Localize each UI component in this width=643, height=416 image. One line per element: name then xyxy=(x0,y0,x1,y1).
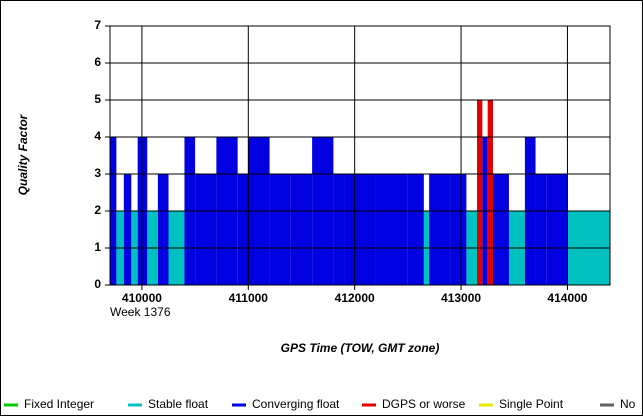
x-tick-label: 414000 xyxy=(547,291,587,305)
quality-bar xyxy=(344,174,376,285)
quality-bar xyxy=(195,174,217,285)
legend-label: Fixed Integer xyxy=(24,397,94,411)
quality-bar xyxy=(546,174,568,285)
legend-label: DGPS or worse xyxy=(382,397,466,411)
legend-label: Stable float xyxy=(148,397,209,411)
x-tick-label: 412000 xyxy=(335,291,375,305)
legend-label: No xyxy=(620,397,636,411)
x-tick-label: 410000 xyxy=(122,291,162,305)
quality-bar xyxy=(237,174,249,285)
y-tick-label: 7 xyxy=(94,18,101,32)
quality-bar xyxy=(269,174,291,285)
legend-label: Converging float xyxy=(252,397,340,411)
x-tick-label: 413000 xyxy=(441,291,481,305)
y-tick-label: 4 xyxy=(94,129,101,143)
y-tick-label: 0 xyxy=(94,277,101,291)
y-tick-label: 5 xyxy=(94,92,101,106)
quality-bar xyxy=(429,174,451,285)
quality-bar xyxy=(333,174,345,285)
quality-bar xyxy=(492,174,509,285)
y-axis-label: Quality Factor xyxy=(16,113,30,195)
y-tick-label: 1 xyxy=(94,240,101,254)
quality-bar xyxy=(123,174,132,285)
x-axis-label: GPS Time (TOW, GMT zone) xyxy=(281,341,440,355)
quality-bar xyxy=(477,100,483,285)
quality-bar xyxy=(450,174,467,285)
y-tick-label: 2 xyxy=(94,203,101,217)
x-tick-label: 411000 xyxy=(229,291,269,305)
quality-bar xyxy=(375,174,408,285)
y-tick-label: 6 xyxy=(94,55,101,69)
y-tick-label: 3 xyxy=(94,166,101,180)
plot-border xyxy=(109,25,611,286)
quality-bar xyxy=(535,174,547,285)
legend-label: Single Point xyxy=(499,397,564,411)
quality-bar xyxy=(407,174,424,285)
quality-bar xyxy=(487,100,493,285)
x-sublabel: Week 1376 xyxy=(110,305,171,319)
quality-bar xyxy=(290,174,313,285)
quality-bar xyxy=(157,174,169,285)
